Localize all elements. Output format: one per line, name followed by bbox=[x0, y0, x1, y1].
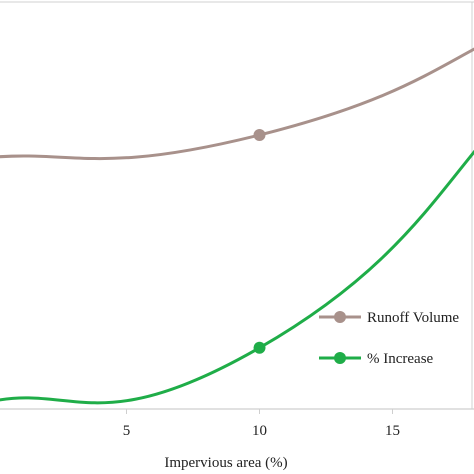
x-tick-label-1: 10 bbox=[252, 423, 267, 439]
series-line-0 bbox=[0, 47, 474, 161]
legend-marker-1 bbox=[334, 352, 346, 364]
series-0-point-1 bbox=[253, 129, 266, 141]
x-axis-ticks: 5101520 bbox=[123, 409, 400, 439]
x-tick-label-2: 15 bbox=[385, 423, 400, 439]
x-tick-label-0: 5 bbox=[123, 423, 131, 439]
series-layer bbox=[0, 47, 474, 405]
x-axis-title: Impervious area (%) bbox=[164, 455, 287, 471]
legend-label-0: Runoff Volume bbox=[367, 310, 459, 326]
legend: Runoff Volume % Increase bbox=[319, 310, 459, 367]
legend-label-1: % Increase bbox=[367, 351, 434, 367]
legend-marker-0 bbox=[334, 311, 346, 323]
series-1-point-1 bbox=[253, 341, 266, 354]
